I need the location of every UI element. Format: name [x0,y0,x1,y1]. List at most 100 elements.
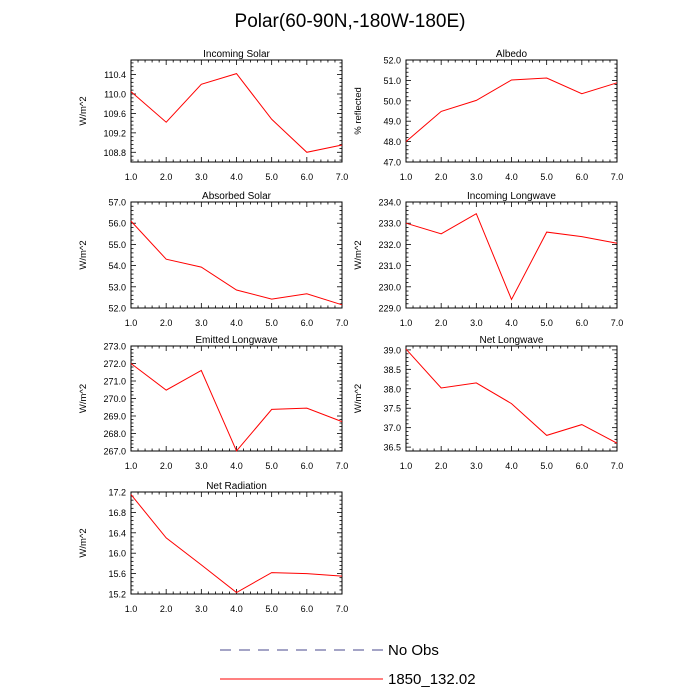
x-tick-label: 3.0 [470,318,483,328]
series-line-absorbed-solar [130,220,343,306]
y-axis-label: W/m^2 [353,384,364,413]
x-tick-label: 3.0 [195,461,208,471]
y-tick-label: 229.0 [378,304,401,314]
x-tick-label: 6.0 [301,172,314,182]
y-tick-label: 53.0 [108,282,126,292]
x-tick-label: 1.0 [400,172,413,182]
y-tick-label: 110.0 [104,90,126,100]
y-tick-label: 52.0 [108,304,126,314]
x-tick-label: 5.0 [265,604,278,614]
y-tick-label: 234.0 [378,198,401,208]
y-axis-label: W/m^2 [78,96,89,125]
y-tick-label: 57.0 [108,198,126,208]
panel-title: Net Radiation [206,481,267,492]
x-tick-label: 4.0 [505,461,518,471]
y-tick-label: 270.0 [103,394,126,404]
y-tick-label: 38.0 [383,384,401,394]
y-tick-label: 271.0 [103,377,126,387]
y-axis-label: W/m^2 [78,528,89,557]
y-tick-label: 110.4 [104,70,126,80]
y-tick-label: 233.0 [378,219,401,229]
x-tick-label: 2.0 [160,604,173,614]
panel-title: Incoming Longwave [467,191,556,202]
y-tick-label: 51.0 [383,76,401,86]
legend-label-no-obs: No Obs [388,642,439,659]
y-tick-label: 232.0 [378,240,401,250]
x-tick-label: 7.0 [336,461,349,471]
series-line-incoming-longwave [405,212,618,301]
plot-frame [405,59,618,163]
x-tick-label: 6.0 [576,318,589,328]
y-tick-label: 109.2 [103,128,126,138]
y-tick-label: 15.2 [108,590,126,600]
x-tick-label: 2.0 [435,318,448,328]
y-tick-label: 108.8 [103,148,126,158]
plot-frame [130,491,343,595]
y-axis-label: W/m^2 [78,240,89,269]
x-tick-label: 1.0 [400,318,413,328]
plot-frame [130,345,343,452]
x-tick-label: 5.0 [540,172,553,182]
y-tick-label: 56.0 [108,219,126,229]
legend: No Obs 1850_132.02 [220,642,476,688]
y-tick-label: 231.0 [378,261,401,271]
series-line-emitted-longwave [130,363,343,452]
x-tick-label: 3.0 [195,604,208,614]
x-tick-label: 3.0 [470,172,483,182]
y-tick-label: 55.0 [108,240,126,250]
y-tick-label: 36.5 [383,443,401,453]
y-tick-label: 109.6 [103,109,126,119]
x-tick-label: 5.0 [540,318,553,328]
panel-absorbed-solar: Absorbed Solar W/m^2 1.0 2.0 3.0 4.0 5.0 6.0 7.0… [78,191,348,328]
x-tick-label: 4.0 [230,318,243,328]
y-tick-label: 273.0 [103,342,126,352]
y-tick-label: 49.0 [383,117,401,127]
x-tick-label: 6.0 [301,318,314,328]
x-tick-label: 7.0 [336,318,349,328]
x-tick-label: 2.0 [160,172,173,182]
y-tick-label: 16.4 [108,528,126,538]
x-tick-label: 6.0 [576,461,589,471]
series-line-albedo [405,77,618,142]
y-tick-label: 272.0 [103,359,126,369]
panel-title: Absorbed Solar [202,191,272,202]
x-tick-label: 6.0 [576,172,589,182]
x-tick-label: 1.0 [125,318,138,328]
plot-frame [130,59,343,163]
x-tick-label: 3.0 [470,461,483,471]
panel-incoming-solar: Incoming Solar W/m^2 1.0 2.0 3.0 4.0 5.0 6.0 7.0… [78,49,348,182]
x-tick-label: 4.0 [505,172,518,182]
y-tick-label: 54.0 [108,261,126,271]
series-line-incoming-solar [130,73,343,153]
series-line-net-radiation [130,494,343,594]
panel-title: Net Longwave [480,335,544,346]
y-tick-label: 38.5 [383,365,401,375]
x-tick-label: 4.0 [230,461,243,471]
x-tick-label: 7.0 [611,461,624,471]
y-tick-label: 15.6 [108,569,126,579]
x-tick-label: 5.0 [265,461,278,471]
x-tick-label: 2.0 [435,461,448,471]
plot-frame [405,345,618,452]
x-tick-label: 7.0 [611,172,624,182]
x-tick-label: 4.0 [230,604,243,614]
x-tick-label: 2.0 [435,172,448,182]
y-tick-label: 47.0 [383,158,401,168]
y-tick-label: 52.0 [383,56,401,66]
y-axis-label: W/m^2 [78,384,89,413]
x-tick-label: 3.0 [195,318,208,328]
x-tick-label: 2.0 [160,461,173,471]
y-axis-label: W/m^2 [353,240,364,269]
panel-albedo: Albedo % reflected 1.0 2.0 3.0 4.0 5.0 6.0 7.0 47… [353,49,623,182]
x-tick-label: 5.0 [265,318,278,328]
y-tick-label: 268.0 [103,429,126,439]
x-tick-label: 4.0 [505,318,518,328]
legend-label-series: 1850_132.02 [388,671,476,688]
x-tick-label: 1.0 [125,461,138,471]
x-tick-label: 7.0 [611,318,624,328]
x-tick-label: 4.0 [230,172,243,182]
panel-emitted-longwave: Emitted Longwave W/m^2 1.0 2.0 3.0 4.0 5.0 6.0 7… [78,335,348,471]
y-tick-label: 50.0 [383,96,401,106]
y-tick-label: 17.2 [108,488,126,498]
x-tick-label: 7.0 [336,172,349,182]
